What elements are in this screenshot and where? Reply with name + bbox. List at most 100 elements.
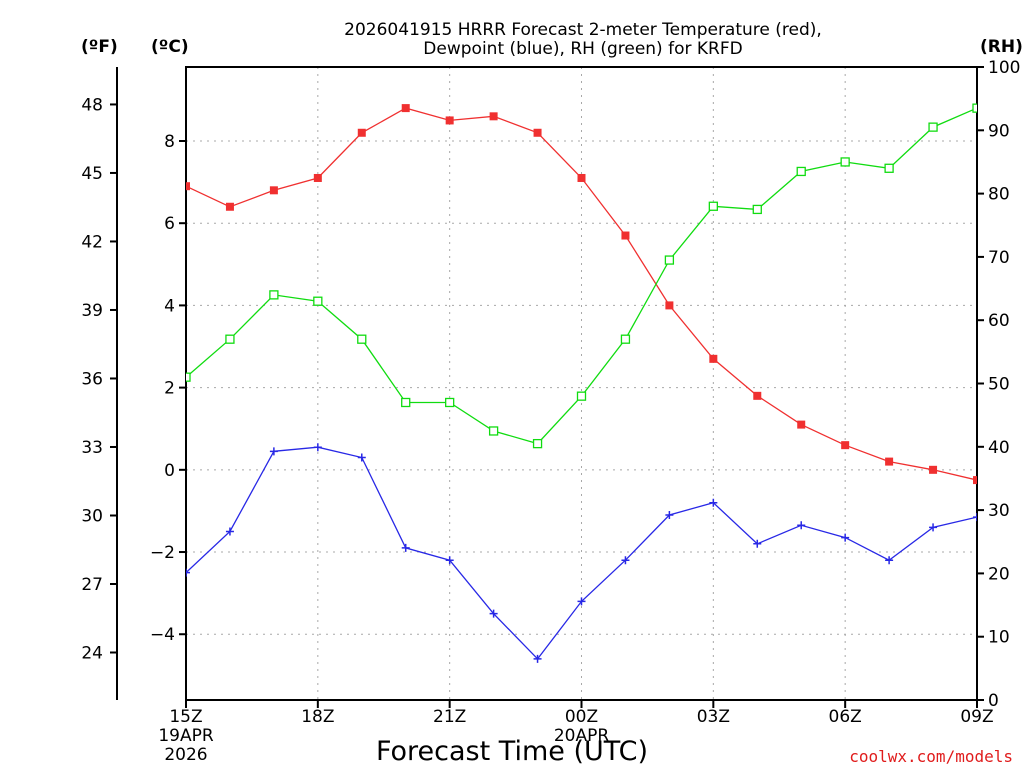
rh-point xyxy=(884,163,894,173)
celsius-unit-label: (ºC) xyxy=(151,37,189,57)
rh-point xyxy=(357,334,367,344)
temperature-point xyxy=(709,354,718,363)
celsius-tick-label: 0 xyxy=(164,461,175,481)
celsius-tick-label: 2 xyxy=(164,379,175,399)
dewpoint-point xyxy=(401,543,410,552)
rh-unit-label: (RH) xyxy=(980,37,1023,57)
temperature-point xyxy=(313,173,322,182)
dewpoint-point xyxy=(929,523,938,532)
fahrenheit-tick-label: 48 xyxy=(81,95,103,115)
celsius-tick-label: 4 xyxy=(164,296,175,316)
temperature-point xyxy=(929,465,938,474)
temperature-point xyxy=(621,231,630,240)
fahrenheit-tick-label: 24 xyxy=(81,644,103,664)
x-tick-label: 06Z xyxy=(829,707,862,727)
rh-point xyxy=(620,334,631,344)
temperature-point xyxy=(841,441,850,450)
dewpoint-point xyxy=(577,597,586,606)
dewpoint-point xyxy=(709,498,718,507)
rh-tick-label: 70 xyxy=(988,248,1010,268)
rh-point xyxy=(972,103,977,113)
dewpoint-point xyxy=(621,556,630,565)
rh-tick-label: 30 xyxy=(988,501,1010,521)
temperature-point xyxy=(797,420,806,429)
x-tick-label: 00Z xyxy=(565,707,598,727)
celsius-axis: 8 6 4 2 0 −2 −4 xyxy=(150,132,186,645)
rh-tick-label: 90 xyxy=(988,121,1010,141)
fahrenheit-tick-label: 33 xyxy=(81,438,103,458)
rh-point xyxy=(488,426,499,436)
series-layer xyxy=(186,103,977,663)
temperature-point xyxy=(489,112,498,121)
rh-point xyxy=(445,397,455,408)
rh-point xyxy=(225,334,235,344)
fahrenheit-tick-label: 42 xyxy=(81,232,103,252)
rh-tick-label: 100 xyxy=(988,58,1020,78)
fahrenheit-tick-label: 36 xyxy=(81,369,103,389)
temperature-point xyxy=(401,104,410,113)
dewpoint-point xyxy=(357,453,366,462)
rh-tick-label: 0 xyxy=(988,691,999,711)
rh-tick-label: 50 xyxy=(988,375,1010,395)
temperature-point xyxy=(533,128,542,137)
title-line-2: Dewpoint (blue), RH (green) for KRFD xyxy=(423,39,742,59)
rh-point xyxy=(708,201,718,211)
rh-point xyxy=(928,122,938,132)
celsius-tick-label: −2 xyxy=(150,543,175,563)
temperature-point xyxy=(225,202,234,211)
temperature-point xyxy=(665,301,674,310)
rh-tick-label: 40 xyxy=(988,438,1010,458)
credit-label: coolwx.com/models xyxy=(849,747,1013,766)
dewpoint-point xyxy=(313,443,322,452)
dewpoint-point xyxy=(841,533,850,542)
x-tick-date-label: 20APR xyxy=(554,726,610,746)
rh-point xyxy=(752,204,762,215)
rh-tick-label: 20 xyxy=(988,564,1010,584)
temperature-point xyxy=(885,457,894,466)
dewpoint-point xyxy=(533,654,542,663)
rh-point xyxy=(269,290,279,300)
series-temperature xyxy=(186,104,977,485)
temperature-point xyxy=(577,173,586,182)
x-tick-label: 21Z xyxy=(433,707,466,727)
rh-tick-label: 10 xyxy=(988,628,1010,648)
series-rh xyxy=(186,103,977,449)
x-tick-label: 09Z xyxy=(960,707,993,727)
x-tick-label: 18Z xyxy=(301,707,334,727)
series-dewpoint xyxy=(186,443,977,663)
fahrenheit-axis: 48 45 42 39 36 33 30 27 24 xyxy=(81,95,117,664)
temperature-point xyxy=(269,186,278,195)
dewpoint-point xyxy=(973,513,977,522)
rh-tick-label: 80 xyxy=(988,185,1010,205)
dewpoint-point xyxy=(665,511,674,520)
grid xyxy=(186,67,977,700)
rh-point xyxy=(840,157,850,167)
fahrenheit-tick-label: 30 xyxy=(81,506,103,526)
rh-point xyxy=(796,166,806,177)
dewpoint-point xyxy=(269,447,278,456)
celsius-tick-label: −4 xyxy=(150,625,175,645)
temperature-point xyxy=(186,182,190,191)
dewpoint-point xyxy=(445,556,454,565)
temperature-point xyxy=(973,476,977,485)
celsius-tick-label: 8 xyxy=(164,132,175,152)
temperature-point xyxy=(357,128,366,137)
x-tick-date-label: 19APR xyxy=(158,726,214,746)
x-tick-label: 15Z xyxy=(169,707,202,727)
temperature-point xyxy=(753,391,762,400)
x-tick-year-label: 2026 xyxy=(164,745,207,765)
dewpoint-point xyxy=(186,568,190,577)
title-line-1: 2026041915 HRRR Forecast 2-meter Tempera… xyxy=(344,20,822,40)
dewpoint-point xyxy=(753,539,762,548)
fahrenheit-tick-label: 45 xyxy=(81,164,103,184)
rh-point xyxy=(401,397,411,408)
rh-point xyxy=(664,255,675,265)
rh-point xyxy=(576,391,587,401)
fahrenheit-tick-label: 39 xyxy=(81,301,103,321)
dewpoint-point xyxy=(225,527,234,536)
x-tick-label: 03Z xyxy=(697,707,730,727)
rh-point xyxy=(532,438,543,449)
title: 2026041915 HRRR Forecast 2-meter Tempera… xyxy=(344,20,822,59)
